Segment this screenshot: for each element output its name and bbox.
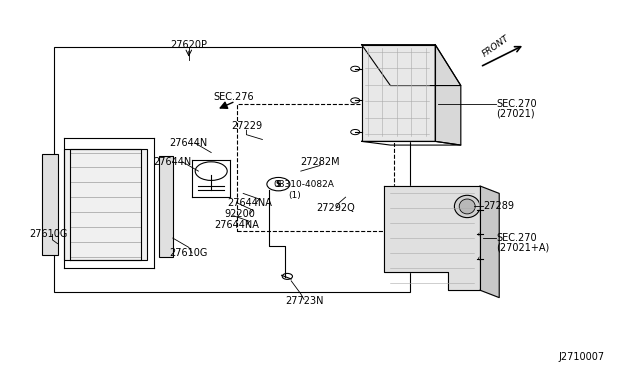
Text: 27292Q: 27292Q [317, 203, 355, 213]
Text: 27620P: 27620P [170, 40, 207, 49]
Text: S: S [276, 180, 281, 189]
Text: SEC.270: SEC.270 [496, 233, 536, 243]
Text: 27644NA: 27644NA [214, 220, 259, 230]
Text: 08310-4082A: 08310-4082A [273, 180, 335, 189]
Text: 27610G: 27610G [29, 230, 67, 239]
Polygon shape [362, 45, 435, 141]
Text: 27644N: 27644N [170, 138, 208, 148]
Text: 27644N: 27644N [154, 157, 192, 167]
Ellipse shape [460, 199, 476, 214]
Text: (27021+A): (27021+A) [496, 243, 549, 252]
Text: J2710007: J2710007 [559, 352, 605, 362]
Ellipse shape [454, 195, 480, 218]
Text: (27021): (27021) [496, 109, 534, 118]
Text: 27644NA: 27644NA [227, 198, 272, 208]
Text: SEC.276: SEC.276 [213, 92, 254, 102]
Polygon shape [384, 186, 480, 290]
Bar [64, 149, 147, 260]
Bar [54, 46, 410, 292]
Bar [42, 154, 58, 255]
Text: FRONT: FRONT [481, 34, 511, 59]
Bar [159, 156, 173, 257]
Text: (1): (1) [288, 191, 301, 200]
Text: 27282M: 27282M [300, 157, 340, 167]
Polygon shape [480, 186, 499, 298]
Polygon shape [435, 45, 461, 145]
Text: 27723N: 27723N [285, 296, 323, 306]
Bar [237, 104, 394, 231]
Text: 27229: 27229 [231, 122, 262, 131]
Text: SEC.270: SEC.270 [496, 99, 536, 109]
Text: 27289: 27289 [483, 202, 514, 211]
Text: 92200: 92200 [225, 209, 255, 219]
Text: 27610G: 27610G [170, 248, 208, 258]
